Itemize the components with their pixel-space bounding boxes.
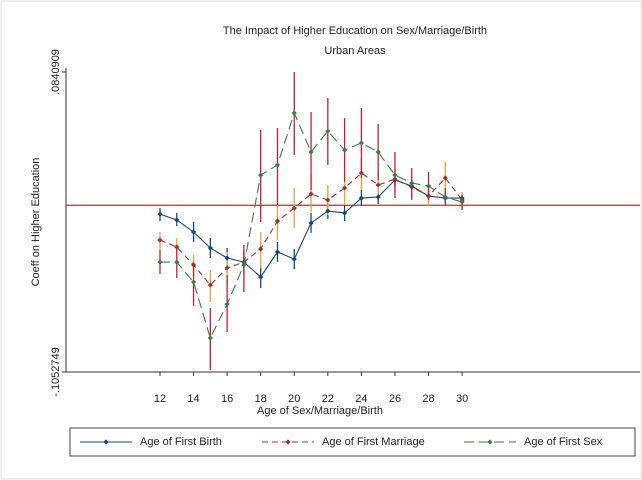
- point-marker: [308, 191, 314, 197]
- point-marker: [174, 217, 180, 223]
- point-marker: [342, 147, 348, 153]
- point-marker: [375, 149, 381, 155]
- y-tick-label: .0840909: [50, 49, 62, 95]
- point-marker: [392, 176, 398, 182]
- x-tick-label: 12: [154, 393, 166, 405]
- point-marker: [174, 244, 180, 250]
- point-marker: [442, 175, 448, 181]
- point-marker: [190, 229, 197, 235]
- point-marker: [274, 249, 281, 255]
- point-marker: [291, 205, 297, 211]
- point-marker: [157, 259, 163, 265]
- point-marker: [409, 184, 415, 190]
- point-marker: [409, 180, 415, 186]
- point-marker: [291, 110, 297, 116]
- legend-marker: [487, 439, 493, 445]
- point-marker: [190, 279, 197, 285]
- point-marker: [207, 245, 213, 251]
- point-marker: [258, 172, 264, 178]
- point-marker: [392, 172, 398, 178]
- point-marker: [358, 170, 364, 176]
- point-marker: [157, 237, 163, 243]
- legend-label: Age of First Birth: [140, 436, 222, 448]
- point-marker: [342, 185, 348, 191]
- point-marker: [207, 282, 213, 288]
- point-marker: [425, 193, 432, 199]
- point-marker: [224, 265, 230, 271]
- point-marker: [224, 301, 230, 307]
- point-marker: [325, 197, 331, 203]
- point-marker: [425, 183, 432, 189]
- point-marker: [342, 210, 348, 216]
- x-tick-label: 14: [187, 393, 199, 405]
- legend-label: Age of First Marriage: [322, 436, 425, 448]
- legend-box: [69, 427, 636, 457]
- x-axis-title: Age of Sex/Marriage/Birth: [257, 405, 383, 417]
- point-marker: [325, 208, 331, 214]
- x-tick-label: 20: [288, 393, 300, 405]
- point-marker: [358, 140, 364, 146]
- point-marker: [375, 194, 381, 200]
- point-marker: [375, 182, 381, 188]
- point-marker: [174, 259, 180, 265]
- x-tick-label: 30: [456, 393, 468, 405]
- chart-subtitle: Urban Areas: [324, 45, 386, 57]
- x-tick-label: 18: [255, 393, 267, 405]
- point-marker: [207, 335, 213, 341]
- y-axis-title: Coeff on Higher Education: [30, 158, 42, 287]
- legend-label: Age of First Sex: [524, 436, 603, 448]
- point-marker: [224, 255, 230, 261]
- point-marker: [258, 274, 264, 280]
- x-tick-label: 26: [389, 393, 401, 405]
- point-marker: [241, 262, 247, 268]
- x-tick-label: 22: [322, 393, 334, 405]
- point-marker: [459, 199, 465, 205]
- y-tick-label: -.1052749: [50, 347, 62, 397]
- legend-marker: [103, 439, 109, 445]
- point-marker: [308, 220, 314, 226]
- x-tick-label: 24: [355, 393, 367, 405]
- point-marker: [442, 194, 448, 200]
- point-marker: [274, 162, 281, 168]
- point-marker: [291, 256, 297, 262]
- point-marker: [358, 195, 364, 201]
- point-marker: [325, 128, 331, 134]
- point-marker: [274, 218, 281, 224]
- point-marker: [258, 246, 264, 252]
- point-marker: [190, 262, 197, 268]
- x-tick-label: 16: [221, 393, 233, 405]
- point-marker: [308, 149, 314, 155]
- x-tick-label: 28: [422, 393, 434, 405]
- chart-title: The Impact of Higher Education on Sex/Ma…: [223, 25, 487, 37]
- point-marker: [157, 211, 163, 217]
- legend-marker: [285, 439, 291, 445]
